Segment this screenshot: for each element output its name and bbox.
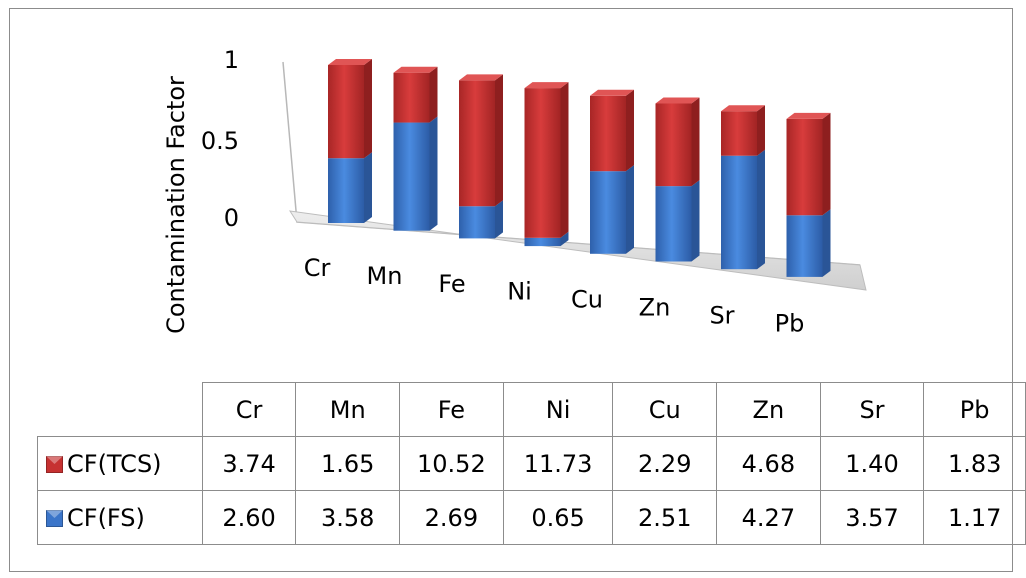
bar-fs-pb [786,215,823,277]
bar-tcs-mn [393,72,430,123]
bar-fs-cu [590,171,626,254]
table-cell: 1.17 [923,490,1026,545]
bar-tcs-sr-top [721,105,765,112]
x-tick-label: Mn [367,262,403,290]
table-cell: 4.68 [716,436,821,491]
bar-tcs-pb-top [786,112,831,119]
y-axis-title: Contamination Factor [162,76,190,334]
table-cell: 2.69 [399,490,504,545]
bar-tcs-zn [655,103,692,187]
bar-tcs-sr-side [757,105,765,156]
table-series-label: CF(TCS) [67,449,162,478]
table-series-label: CF(FS) [67,503,145,532]
bar-fs-sr-side [757,149,765,270]
x-tick-label: Cu [571,286,603,314]
bar-fs-pb-side [822,209,831,277]
table-header-pb: Pb [923,382,1026,437]
table-cell: 3.58 [295,490,401,545]
table-header-zn: Zn [716,382,821,437]
table-cell: 1.65 [295,436,401,491]
bar-fs-cr-side [364,152,372,223]
table-row-fs: CF(FS) 2.60 3.58 2.69 0.65 2.51 4.27 3.57 1.17 [37,490,1026,545]
table-cell: 2.29 [612,436,718,491]
bar-tcs-ni-top [524,82,569,89]
table-header-fe: Fe [399,382,504,437]
bar-tcs-fe [459,80,495,207]
table-cell: 1.83 [923,436,1026,491]
bar-fs-cu-side [626,165,634,254]
bar-tcs-cr [328,65,364,159]
bar-tcs-cu-top [590,89,634,96]
table-header-ni: Ni [502,382,614,437]
y-tick-label: 0 [224,204,239,232]
bar-fs-ni-side [560,231,569,247]
bar-fs-zn-side [691,180,700,262]
bar-tcs-fe-top [459,74,503,81]
bar-tcs-ni-side [560,82,569,238]
bar-tcs-zn-side [691,97,700,187]
table-cell: 0.65 [502,490,614,545]
bar-tcs-ni [524,88,561,238]
bar-tcs-cr-top [328,59,372,65]
legend-key-icon [46,509,63,527]
table-corner [37,382,203,437]
table-cell: 2.60 [201,490,297,545]
bar-tcs-mn-side [429,66,438,123]
table-cell: 2.51 [612,490,718,545]
bar-group-mn [393,66,438,231]
bar-tcs-sr [721,111,757,156]
bar-group-pb [786,112,831,277]
bar-tcs-cu-side [626,89,634,172]
bar-fs-cr [328,158,364,223]
x-tick-label: Pb [775,309,805,337]
bar-fs-fe-side [495,200,503,239]
table-cell: 3.57 [819,490,925,545]
x-tick-label: Cr [304,254,331,282]
bar-tcs-fe-side [495,74,503,207]
data-table: Cr Mn Fe Ni Cu Zn Sr Pb CF(TCS) 3.74 1.65 10.52 11.… [37,382,1026,545]
table-row-tcs: CF(TCS) 3.74 1.65 10.52 11.73 2.29 4.68 1.40 1.8… [37,436,1026,491]
bar-fs-mn [393,122,430,231]
bar-group-cu [590,89,634,254]
table-series-name: CF(TCS) [37,436,203,491]
x-tick-label: Sr [709,301,734,329]
bar-tcs-pb [786,118,823,216]
bar-tcs-cu [590,95,626,172]
bar-tcs-pb-side [822,112,831,216]
table-cell: 3.74 [201,436,297,491]
legend-key-icon [46,455,63,473]
bar-fs-zn [655,186,692,262]
bar-group-fe [459,74,503,239]
bar-fs-ni [524,237,561,247]
table-cell: 1.40 [819,436,925,491]
table-cell: 10.52 [399,436,504,491]
y-tick-label: 0.5 [201,127,239,155]
bar-group-zn [655,97,700,262]
bar-tcs-mn-top [393,66,438,73]
table-cell: 11.73 [502,436,614,491]
bar-group-cr [328,59,372,223]
bar-fs-mn-side [429,116,438,231]
bar-tcs-cr-side [364,59,372,159]
x-tick-label: Zn [639,294,671,322]
bar-tcs-zn-top [655,97,700,104]
table-series-name: CF(FS) [37,490,203,545]
x-tick-label: Fe [438,270,465,298]
table-header-sr: Sr [819,382,925,437]
bar-group-sr [721,105,765,270]
table-header-cr: Cr [201,382,297,437]
bar-fs-fe [459,206,495,239]
table-header-row: Cr Mn Fe Ni Cu Zn Sr Pb [37,382,1026,437]
table-header-mn: Mn [295,382,401,437]
bar-fs-sr [721,155,757,270]
y-tick-label: 1 [224,46,239,74]
bar-group-ni [524,82,569,247]
x-tick-label: Ni [507,278,532,306]
table-cell: 4.27 [716,490,821,545]
table-header-cu: Cu [612,382,718,437]
